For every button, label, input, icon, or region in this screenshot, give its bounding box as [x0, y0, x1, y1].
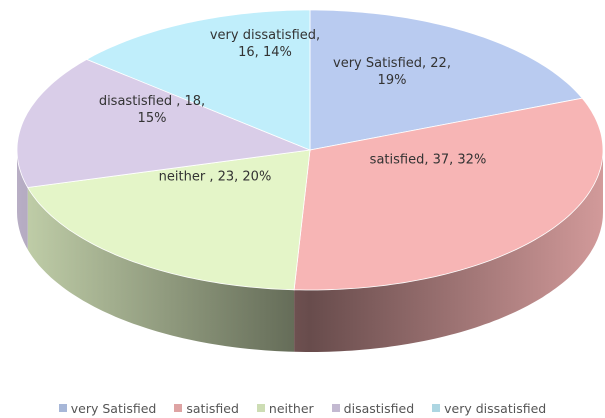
legend-swatch	[58, 404, 67, 412]
pie-side	[294, 150, 603, 352]
legend-item: very dissatisfied	[432, 399, 546, 417]
pie-slice	[309, 9, 583, 151]
legend-label: very Satisfied	[70, 400, 157, 416]
legend-swatch	[331, 404, 340, 412]
legend-label: satisfied	[186, 400, 239, 416]
legend-item: disastisfied	[331, 399, 415, 417]
legend-label: very dissatisfied	[444, 400, 547, 416]
legend-label: disastisfied	[343, 400, 415, 416]
legend-label: neither	[268, 400, 314, 416]
data-label: very Satisfied, 22, 19%	[333, 56, 451, 88]
legend-item: neither	[256, 399, 314, 417]
data-label: satisfied, 37, 32%	[369, 152, 487, 168]
data-label: very dissatisfied, 16, 14%	[209, 28, 321, 60]
data-label: disastisfied , 18, 15%	[98, 94, 206, 126]
legend-item: satisfied	[174, 399, 239, 417]
legend-swatch	[256, 404, 265, 412]
legend-swatch	[174, 404, 183, 412]
pie-slice	[293, 97, 604, 291]
pie-slice	[85, 9, 311, 151]
legend: very Satisfied satisfied neither disastisfi…	[0, 399, 605, 417]
pie-side	[27, 187, 295, 352]
legend-swatch	[432, 404, 441, 412]
pie-slice	[27, 149, 311, 291]
data-label: neither , 23, 20%	[158, 169, 272, 185]
pie-slice	[16, 58, 312, 188]
pie-side	[17, 150, 28, 250]
legend-item: very Satisfied	[58, 399, 157, 417]
